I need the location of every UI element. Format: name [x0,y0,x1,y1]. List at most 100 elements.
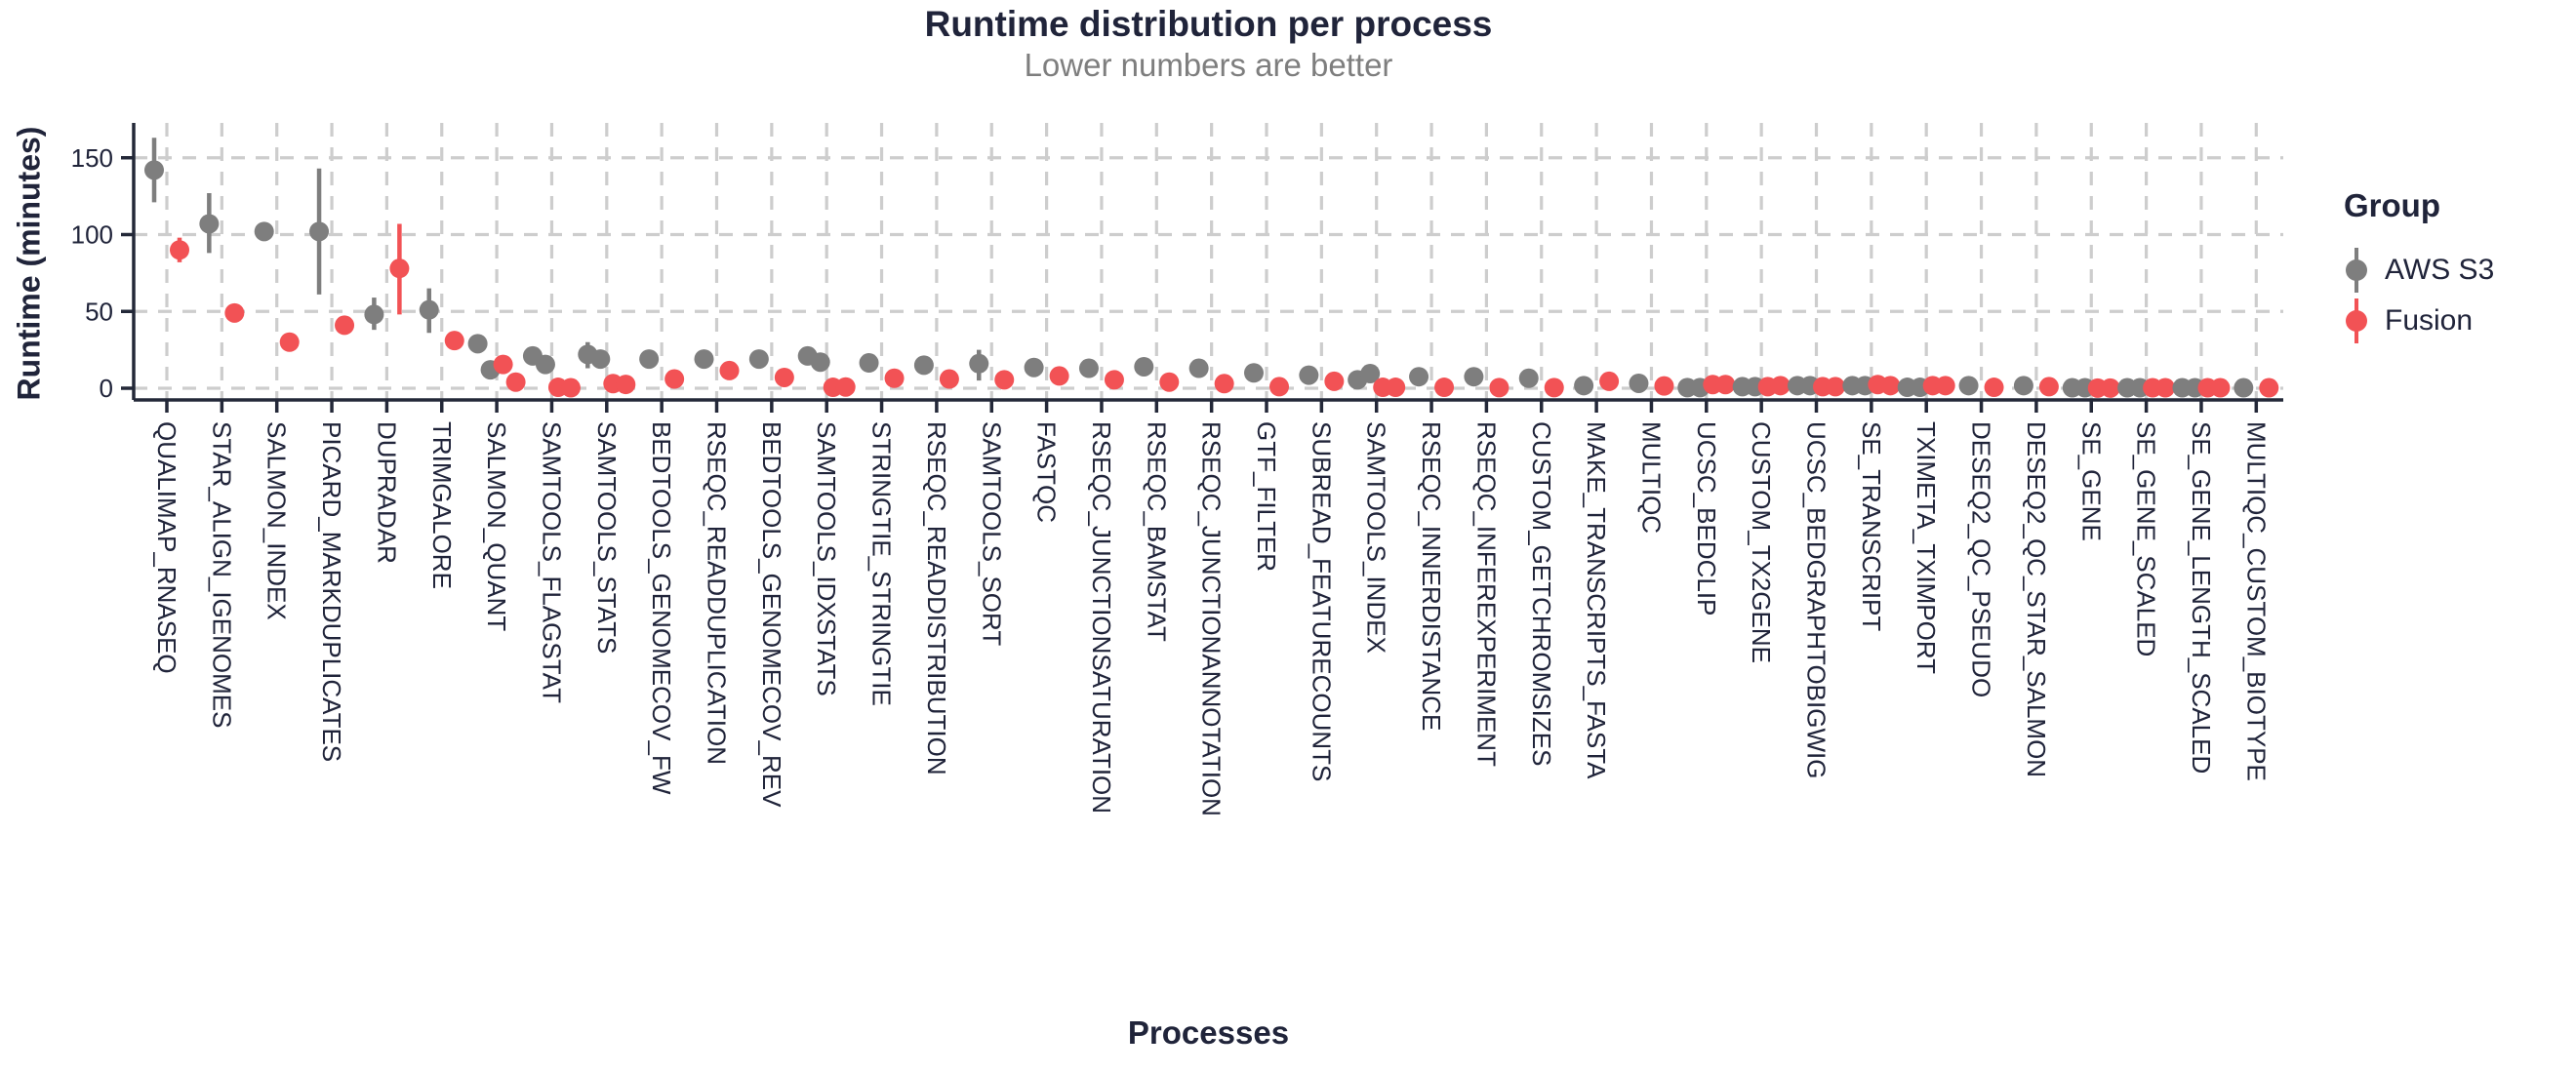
x-tick-label: SAMTOOLS_SORT [977,421,1006,646]
data-point-aws_s3 [748,349,769,370]
y-tick-label: 0 [100,374,113,403]
x-tick-label: STAR_ALIGN_IGENOMES [207,421,236,729]
data-point-fusion [493,354,513,375]
chart-subtitle: Lower numbers are better [1024,47,1393,83]
data-point-fusion [1049,366,1069,386]
x-tick-label: RSEQC_BAMSTAT [1142,421,1171,642]
legend-item-aws-s3: AWS S3 [2344,246,2494,295]
x-tick-label: RSEQC_JUNCTIONSATURATION [1087,421,1116,814]
x-tick-label: TRIMGALORE [427,421,457,589]
data-point-fusion [1434,378,1455,398]
y-tick-label: 50 [85,297,113,326]
data-point-aws_s3 [535,354,555,375]
data-point-aws_s3 [694,349,714,370]
data-point-fusion [939,369,959,389]
x-tick-label: SAMTOOLS_INDEX [1362,421,1391,654]
x-tick-label: SAMTOOLS_FLAGSTAT [537,421,566,703]
x-tick-label: QUALIMAP_RNASEQ [152,421,181,674]
x-tick-label: UCSC_BEDGRAPHTOBIGWIG [1802,421,1831,778]
legend-title: Group [2344,187,2440,223]
x-axis-title: Processes [1127,1014,1290,1051]
data-point-aws_s3 [1078,358,1099,378]
data-point-aws_s3 [1244,363,1264,383]
data-point-fusion [1599,371,1620,391]
x-tick-label: UCSC_BEDCLIP [1692,421,1721,616]
chart-title: Runtime distribution per process [924,4,1493,44]
x-tick-label: TXIMETA_TXIMPORT [1912,421,1941,674]
data-point-aws_s3 [1409,367,1429,387]
y-tick-label: 100 [71,220,113,250]
x-tick-label: FASTQC [1032,421,1062,523]
data-point-fusion [1489,378,1509,398]
legend-label: Fusion [2385,304,2474,337]
x-tick-label: STRINGTIE_STRINGTIE [867,421,897,706]
data-point-fusion [505,372,526,392]
x-tick-label: MULTIQC_CUSTOM_BIOTYPE [2241,421,2271,781]
data-point-aws_s3 [1629,373,1649,393]
data-point-aws_s3 [419,299,439,320]
data-point-fusion [279,332,300,352]
x-tick-label: CUSTOM_GETCHROMSIZES [1527,421,1556,766]
data-point-aws_s3 [639,349,660,370]
x-tick-label: RSEQC_READDUPLICATION [703,421,732,765]
x-tick-label: SE_GENE_SCALED [2132,421,2161,656]
x-tick-label: GTF_FILTER [1252,421,1281,572]
data-point-fusion [1269,377,1289,397]
y-tick-label: 150 [71,143,113,173]
data-point-aws_s3 [254,221,274,242]
x-tick-label: RSEQC_INNERDISTANCE [1417,421,1446,731]
data-point-fusion [994,370,1015,390]
x-tick-label: SE_GENE [2076,421,2106,541]
x-tick-label: BEDTOOLS_GENOMECOV_REV [757,421,786,808]
x-tick-label: RSEQC_JUNCTIONANNOTATION [1197,421,1227,816]
data-point-aws_s3 [1024,357,1044,378]
data-point-fusion [1214,374,1234,394]
data-point-aws_s3 [1188,358,1209,378]
legend: Group AWS S3 Fusion [2344,187,2494,347]
data-point-fusion [1324,371,1345,391]
data-point-aws_s3 [144,160,164,180]
data-point-fusion [835,377,856,397]
data-point-fusion [170,240,189,260]
x-tick-label: SAMTOOLS_IDXSTATS [812,421,841,696]
data-point-aws_s3 [1134,356,1154,377]
data-point-fusion [1984,378,2004,398]
data-point-fusion [1935,376,1955,396]
x-tick-label: DESEQ2_QC_STAR_SALMON [2022,421,2051,777]
data-point-aws_s3 [1958,376,1979,396]
data-point-aws_s3 [1518,368,1539,388]
data-point-fusion [664,369,685,389]
x-tick-label: SAMTOOLS_STATS [592,421,622,654]
data-point-fusion [1770,376,1791,396]
data-point-fusion [1654,376,1674,396]
y-axis-title: Runtime (minutes) [11,126,47,401]
data-point-aws_s3 [467,334,488,354]
x-tick-label: DUPRADAR [372,421,401,564]
data-point-aws_s3 [364,304,384,325]
data-point-aws_s3 [859,353,879,374]
x-tick-label: MAKE_TRANSCRIPTS_FASTA [1582,421,1611,779]
data-point-fusion [1826,377,1845,397]
data-point-fusion [1715,375,1736,395]
data-point-fusion [224,302,245,323]
data-point-fusion [1544,378,1564,398]
data-point-fusion [884,368,905,388]
data-point-fusion [774,367,794,387]
data-point-fusion [389,258,410,279]
x-tick-label: SUBREAD_FEATURECOUNTS [1307,421,1336,781]
data-point-fusion [616,375,636,395]
data-point-aws_s3 [199,214,220,234]
data-point-fusion [719,360,740,380]
data-point-fusion [1880,376,1901,396]
x-tick-label: SE_GENE_LENGTH_SCALED [2187,421,2216,774]
x-tick-label: SALMON_QUANT [482,421,511,631]
x-tick-label: MULTIQC [1636,421,1666,534]
data-point-fusion [335,315,355,336]
x-tick-label: SALMON_INDEX [262,421,292,620]
data-point-fusion [2210,378,2231,398]
data-point-aws_s3 [309,221,330,242]
legend-key-pointrange-icon [2344,246,2369,295]
data-point-fusion [2155,378,2176,398]
data-point-fusion [1386,378,1406,398]
